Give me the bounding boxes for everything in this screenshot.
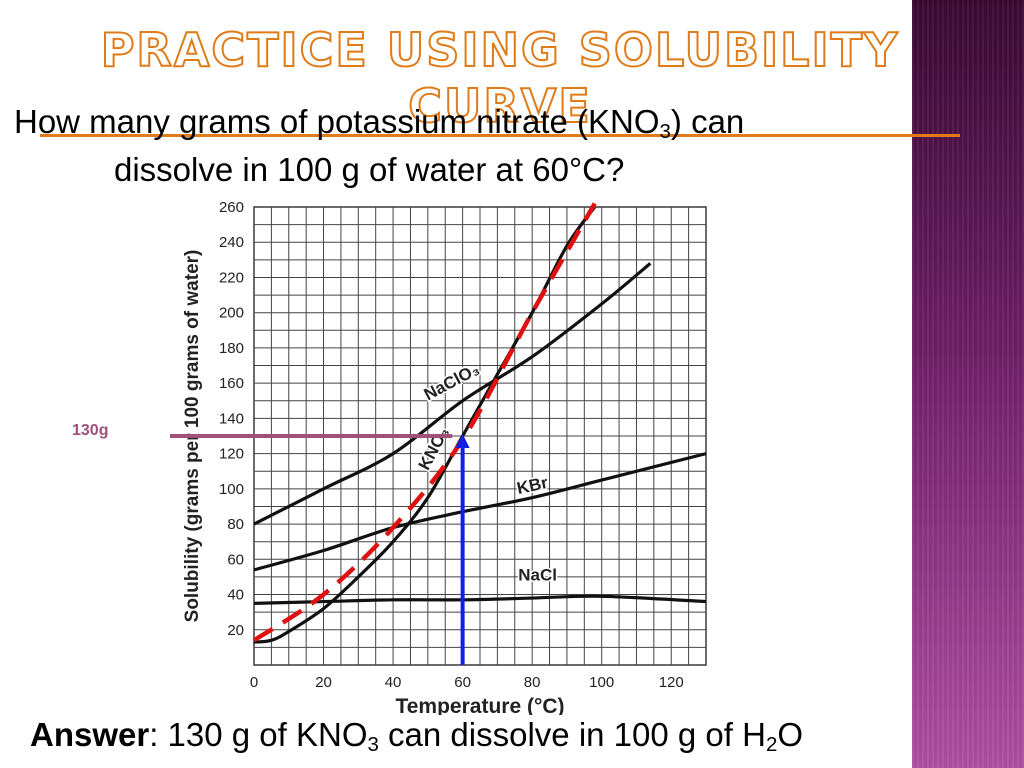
y-tick-label: 40 bbox=[227, 587, 244, 604]
y-tick-label: 220 bbox=[219, 269, 244, 286]
x-tick-label: 40 bbox=[385, 674, 402, 691]
answer-text: Answer: 130 g of KNO3 can dissolve in 10… bbox=[30, 716, 803, 757]
dashed-fit-line bbox=[252, 202, 597, 643]
answer-subscript-2: 2 bbox=[765, 733, 778, 757]
answer-part-c: O bbox=[777, 716, 803, 753]
marker-label-130g: 130g bbox=[72, 422, 109, 439]
y-tick-label: 180 bbox=[219, 340, 244, 357]
series-label-3: NaCl bbox=[518, 565, 557, 584]
question-line-2: dissolve in 100 g of water at 60°C? bbox=[114, 151, 625, 188]
answer-part-a: : 130 g of KNO bbox=[149, 716, 368, 753]
vertical-arrow-head bbox=[455, 434, 470, 448]
answer-subscript-1: 3 bbox=[367, 733, 379, 757]
series-label-2: KBr bbox=[515, 473, 550, 498]
y-tick-label: 200 bbox=[219, 305, 244, 322]
series-line-0 bbox=[253, 262, 652, 526]
question-line-1-b: ) can bbox=[670, 103, 745, 140]
decorative-side-band bbox=[912, 0, 1024, 768]
x-tick-label: 80 bbox=[524, 674, 541, 691]
x-tick-label: 100 bbox=[589, 674, 614, 691]
y-tick-label: 60 bbox=[227, 551, 244, 568]
y-tick-label: 260 bbox=[219, 199, 244, 216]
y-tick-label: 120 bbox=[219, 446, 244, 463]
x-tick-label: 20 bbox=[315, 674, 332, 691]
question-subscript: 3 bbox=[659, 120, 671, 144]
slide-title: PRACTICE USING SOLUBILITY CURVE bbox=[40, 22, 960, 137]
x-tick-label: 0 bbox=[250, 674, 258, 691]
answer-part-b: can dissolve in 100 g of H bbox=[378, 716, 766, 753]
y-tick-label: 140 bbox=[219, 410, 244, 427]
y-tick-label: 20 bbox=[227, 622, 244, 639]
solubility-chart: 0 20 40 60 80 100 120 20 40 60 80 100 120 140 160 180 20… bbox=[170, 199, 707, 715]
x-tick-label: 120 bbox=[659, 674, 684, 691]
question-line-1: How many grams of potassium nitrate (KNO… bbox=[14, 98, 744, 146]
y-tick-label: 160 bbox=[219, 375, 244, 392]
y-tick-label: 100 bbox=[219, 481, 244, 498]
y-tick-label: 240 bbox=[219, 234, 244, 251]
question-line-1-a: How many grams of potassium nitrate (KNO bbox=[14, 103, 660, 140]
x-axis-label: Temperature (°C) bbox=[395, 695, 564, 715]
answer-label: Answer bbox=[30, 716, 150, 753]
x-tick-label: 60 bbox=[454, 674, 471, 691]
y-tick-label: 80 bbox=[227, 516, 244, 533]
